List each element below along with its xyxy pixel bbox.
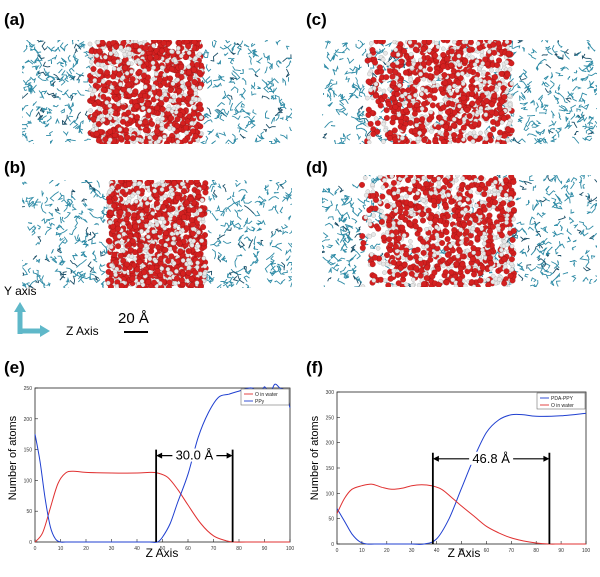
x-tick-label: 30	[409, 548, 415, 554]
legend-entry: PDA-PPY	[551, 396, 574, 402]
x-tick-label: 60	[484, 548, 490, 554]
series-line-1	[34, 470, 290, 543]
x-tick-label: 40	[434, 548, 440, 554]
water-slab	[87, 40, 205, 144]
x-tick-label: 90	[558, 548, 564, 554]
y-tick-label: 200	[326, 441, 335, 447]
x-tick-label: 20	[384, 548, 390, 554]
series-line-1	[336, 412, 587, 545]
y-tick-label: 250	[24, 386, 33, 392]
x-tick-label: 100	[286, 546, 295, 552]
chart-e-xlabel: Z Axis	[146, 546, 179, 560]
x-tick-label: 90	[262, 546, 268, 552]
width-annotation	[431, 451, 551, 544]
scale-bar-label: 20 Å	[118, 310, 149, 327]
chart-e-annotation: 30.0 Å	[176, 448, 214, 463]
water-slab	[359, 175, 517, 287]
chart-f-xlabel: Z Axis	[448, 546, 481, 560]
panel-label-f: (f)	[306, 358, 323, 377]
polymer-chains	[22, 40, 292, 144]
y-tick-label: 0	[29, 540, 32, 546]
snapshot-b-svg	[22, 180, 292, 288]
x-tick-label: 30	[109, 546, 115, 552]
chart-e: Number of atoms Z Axis 0 10 20 30 40 50 60 70 80…	[0, 380, 298, 560]
y-tick-label: 100	[24, 478, 33, 484]
legend-entry: O in water	[551, 403, 574, 409]
simulation-snapshot-b	[22, 180, 292, 288]
water-slab	[105, 180, 209, 288]
series-line-2	[34, 383, 291, 543]
polymer-chains	[22, 180, 292, 288]
plot-frame	[34, 387, 291, 543]
snapshot-a-svg	[22, 40, 292, 144]
simulation-snapshot-a	[22, 40, 292, 144]
x-tick-label: 80	[533, 548, 539, 554]
scale-bar	[124, 331, 148, 333]
panel-label-a: (a)	[4, 10, 25, 29]
y-tick-label: 150	[24, 448, 33, 454]
y-tick-label: 50	[26, 509, 32, 515]
x-tick-label: 10	[58, 546, 64, 552]
panel-label-e: (e)	[4, 358, 25, 377]
y-axis-label: Y axis	[4, 284, 37, 298]
y-tick-label: 50	[328, 517, 334, 523]
panel-label-b: (b)	[4, 158, 26, 177]
chart-f: Number of atoms Z Axis 0 10 20 30 40 50 60 70 80…	[302, 380, 598, 560]
legend-entry: PPy	[255, 399, 265, 405]
simulation-snapshot-c	[322, 40, 597, 144]
x-tick-label: 40	[134, 546, 140, 552]
chart-e-svg: Number of atoms Z Axis 0 10 20 30 40 50 60 70 80…	[7, 383, 295, 560]
y-tick-label: 0	[331, 542, 334, 548]
x-tick-label: 20	[83, 546, 89, 552]
x-tick-label: 70	[211, 546, 217, 552]
y-tick-label: 250	[326, 415, 335, 421]
y-tick-label: 200	[24, 417, 33, 423]
chart-e-ylabel: Number of atoms	[7, 415, 19, 500]
width-annotation	[155, 448, 234, 542]
snapshot-c-svg	[322, 40, 597, 144]
plot-area: 0 10 20 30 40 50 60 70 80 90 100 0 50 100 150 200 250 300	[326, 390, 591, 554]
x-tick-label: 70	[509, 548, 515, 554]
chart-f-annotation: 46.8 Å	[472, 451, 510, 466]
panel-label-d: (d)	[306, 158, 328, 177]
x-tick-label: 100	[582, 548, 591, 554]
x-tick-label: 0	[336, 548, 339, 554]
x-tick-label: 0	[34, 546, 37, 552]
snapshot-d-svg	[322, 175, 597, 287]
simulation-snapshot-d	[322, 175, 597, 287]
x-tick-label: 50	[459, 548, 465, 554]
y-tick-label: 100	[326, 491, 335, 497]
x-tick-label: 50	[160, 546, 166, 552]
chart-f-svg: Number of atoms Z Axis 0 10 20 30 40 50 60 70 80…	[309, 390, 591, 560]
y-tick-label: 300	[326, 390, 335, 396]
chart-f-ylabel: Number of atoms	[309, 415, 321, 500]
x-tick-label: 80	[236, 546, 242, 552]
plot-area: 0 10 20 30 40 50 60 70 80 90 100 0 50 100 150 200 250	[24, 383, 295, 552]
x-tick-label: 60	[185, 546, 191, 552]
series-line-2	[336, 483, 586, 545]
z-axis-label: Z Axis	[66, 324, 99, 338]
y-tick-label: 150	[326, 466, 335, 472]
axis-arrows-icon	[14, 302, 50, 337]
x-tick-label: 10	[359, 548, 365, 554]
panel-label-c: (c)	[306, 10, 327, 29]
water-slab	[364, 40, 515, 144]
legend-entry: O in water	[255, 392, 278, 398]
